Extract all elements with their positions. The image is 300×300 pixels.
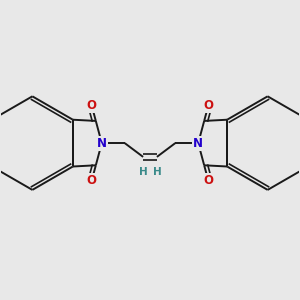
- Text: N: N: [97, 136, 107, 150]
- Text: O: O: [203, 99, 213, 112]
- Text: O: O: [203, 174, 213, 187]
- Text: H: H: [152, 167, 161, 177]
- Text: O: O: [87, 174, 97, 187]
- Text: N: N: [193, 136, 203, 150]
- Text: H: H: [139, 167, 148, 177]
- Text: O: O: [87, 99, 97, 112]
